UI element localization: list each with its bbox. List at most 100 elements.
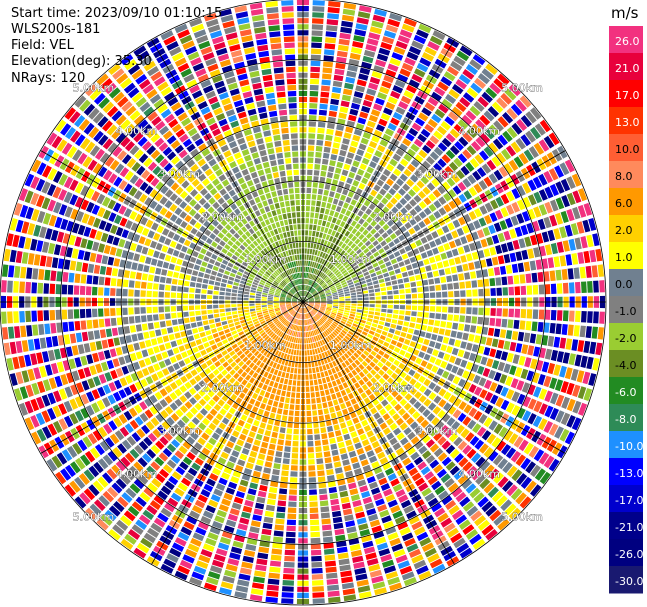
range-gate xyxy=(458,519,471,530)
range-gate xyxy=(233,365,240,372)
range-gate xyxy=(426,182,436,191)
range-gate xyxy=(449,448,460,459)
range-gate xyxy=(381,365,389,372)
range-gate xyxy=(280,345,285,352)
range-gate xyxy=(64,206,73,218)
range-gate xyxy=(308,331,312,337)
range-gate xyxy=(212,332,219,339)
range-gate xyxy=(304,307,307,313)
range-gate xyxy=(316,287,322,291)
range-gate xyxy=(63,176,74,189)
range-gate xyxy=(69,398,79,410)
range-gate xyxy=(332,295,339,298)
range-gate xyxy=(460,165,470,176)
range-gate xyxy=(316,244,320,250)
range-gate xyxy=(323,267,329,273)
range-gate xyxy=(104,437,115,448)
range-gate xyxy=(333,461,342,468)
range-gate xyxy=(182,337,189,344)
range-gate xyxy=(229,508,240,516)
range-gate xyxy=(24,354,32,367)
range-gate xyxy=(286,322,291,327)
range-gate xyxy=(183,357,191,365)
range-gate xyxy=(207,334,214,341)
range-gate xyxy=(278,314,283,319)
range-gate xyxy=(189,577,203,587)
range-gate xyxy=(338,275,344,280)
range-gate xyxy=(319,280,325,286)
range-gate xyxy=(222,259,229,265)
range-gate xyxy=(476,426,487,437)
range-gate xyxy=(122,316,129,325)
range-gate xyxy=(98,287,104,296)
range-gate xyxy=(528,445,539,458)
range-gate xyxy=(543,455,555,469)
range-gate xyxy=(308,319,311,325)
range-gate xyxy=(561,195,570,208)
range-gate xyxy=(378,211,386,218)
range-gate xyxy=(398,408,406,416)
range-gate xyxy=(320,294,326,297)
range-gate xyxy=(583,340,591,354)
range-gate xyxy=(409,341,417,348)
range-gate xyxy=(491,490,504,503)
range-gate xyxy=(233,282,239,286)
range-gate xyxy=(505,447,517,459)
range-gate xyxy=(375,292,381,296)
range-gate xyxy=(466,448,477,459)
range-gate xyxy=(382,215,390,223)
range-gate xyxy=(262,397,268,404)
range-gate xyxy=(342,284,348,288)
range-gate xyxy=(427,475,438,486)
range-gate xyxy=(433,385,442,394)
range-gate xyxy=(119,259,126,268)
range-gate xyxy=(318,182,325,189)
range-gate xyxy=(166,459,177,469)
range-gate xyxy=(74,196,84,208)
range-gate xyxy=(305,218,310,224)
range-gate xyxy=(269,360,274,367)
range-gate xyxy=(327,304,333,306)
range-gate xyxy=(272,469,280,476)
range-gate xyxy=(293,324,296,331)
range-gate xyxy=(311,24,324,30)
range-gate xyxy=(375,59,387,68)
range-gate xyxy=(329,325,335,331)
range-gate xyxy=(159,321,166,328)
range-gate xyxy=(166,416,175,426)
range-gate xyxy=(311,200,316,206)
range-gate xyxy=(85,286,92,296)
range-gate xyxy=(561,268,568,280)
range-gate xyxy=(344,291,350,294)
range-gate xyxy=(470,82,483,94)
range-gate xyxy=(396,342,403,348)
range-gate xyxy=(292,297,298,300)
range-gate xyxy=(405,310,411,316)
range-gate xyxy=(213,286,220,291)
range-gate xyxy=(325,329,330,335)
range-gate xyxy=(304,260,306,266)
range-gate xyxy=(215,277,222,282)
range-gate xyxy=(312,0,325,6)
range-gate xyxy=(486,358,494,368)
range-gate xyxy=(341,243,347,249)
range-gate xyxy=(399,294,406,299)
range-gate xyxy=(530,107,542,120)
range-gate xyxy=(143,265,150,273)
range-gate xyxy=(428,203,437,212)
range-gate xyxy=(411,305,418,311)
range-gate xyxy=(426,271,433,278)
range-gate xyxy=(313,262,317,268)
range-gate xyxy=(400,207,408,215)
range-gate xyxy=(554,379,564,392)
range-gate xyxy=(509,341,517,352)
range-gate xyxy=(174,398,183,407)
range-gate xyxy=(257,408,264,416)
range-gate xyxy=(317,347,321,354)
range-gate xyxy=(533,386,542,398)
range-gate xyxy=(343,327,349,333)
range-gate xyxy=(530,358,538,370)
range-gate xyxy=(441,440,451,450)
range-gate xyxy=(68,358,76,370)
range-gate xyxy=(571,173,582,187)
